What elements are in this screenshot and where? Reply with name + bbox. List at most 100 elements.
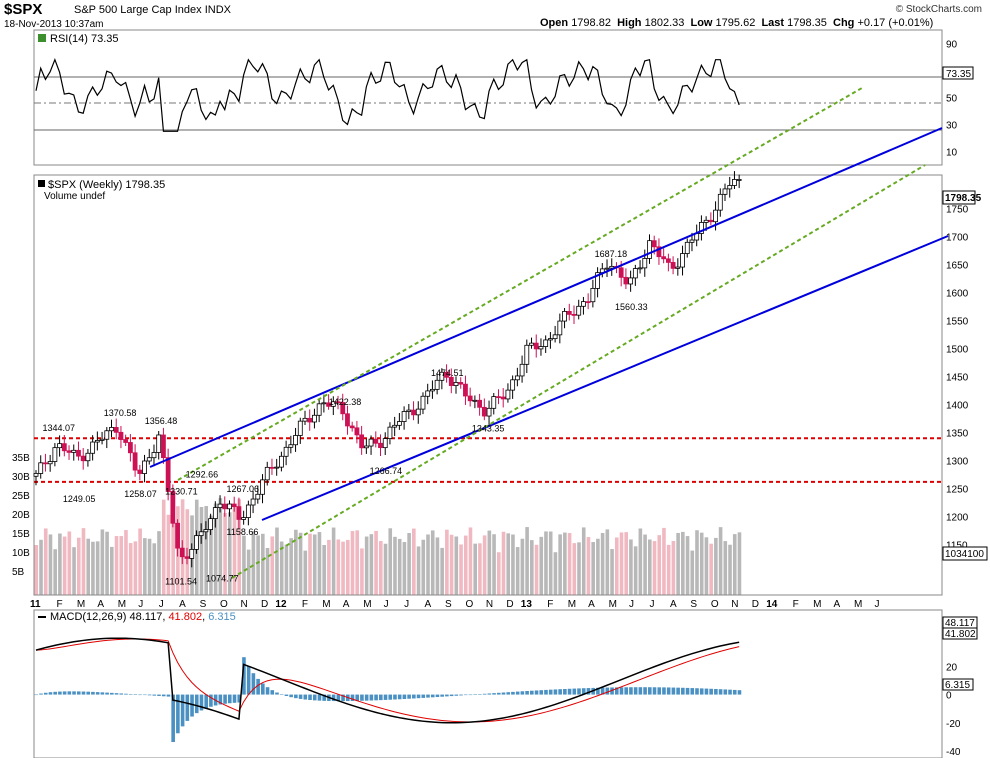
volume-bar [308,533,312,595]
macd-hist-bar [614,687,619,695]
candle [127,434,133,462]
price-tick-1400: 1400 [946,401,969,412]
macd-hist-bar [685,687,690,695]
macd-hist-bar [110,692,114,695]
x-tick-17: J [384,599,389,610]
price-annotation: 1356.48 [145,416,178,426]
volume-bar [704,537,709,595]
macd-hist-bar [563,688,567,695]
macd-hist-bar [227,694,232,704]
x-tick-27: A [588,599,595,610]
price-annotations: 1344.07 1249.05 1370.58 1258.07 1356.48 1101.… [42,249,647,587]
candle [392,416,398,437]
volume-bar [407,533,411,595]
macd-hist-bar [572,688,577,695]
macd-axis: 20 0 -20 -40 [946,662,961,758]
volume-bar [58,533,62,595]
high-label: High [617,17,642,29]
candle [552,325,558,343]
macd-hist-bar [143,694,147,696]
macd-hist-bar [374,694,378,701]
macd-hist-bar [105,692,109,695]
macd-hist-bar [308,694,312,701]
x-tick-4: M [118,599,126,610]
macd-hist-bar [454,694,459,696]
macd-hist-bar [539,690,544,695]
volume-bar [374,530,378,595]
channel-upper-line [149,127,943,468]
candle [647,234,652,264]
volume-bar [242,535,246,595]
macd-hist-bar [166,694,171,697]
macd-hist-bar [728,689,732,695]
volume-bar [81,528,86,595]
candle [732,171,737,190]
x-tick-39: A [834,599,841,610]
x-tick-2: M [77,599,85,610]
volume-bar [379,541,383,595]
rsi-line [35,58,740,132]
rsi-legend-swatch [38,34,46,42]
volume-bar [416,546,421,595]
price-annotation: 1474.51 [431,368,464,378]
volume-bar [204,506,208,595]
macd-hist-bar [459,694,463,696]
candle [708,212,714,226]
volume-bar [124,530,128,595]
x-tick-20: S [445,599,452,610]
volume-bar [95,541,100,595]
volume-bar [629,539,633,595]
candle [241,510,247,525]
macd-hist-bar [171,694,175,742]
price-panel: 1344.07 1249.05 1370.58 1258.07 1356.48 1101.… [12,87,988,596]
macd-hist-bar [364,694,369,701]
candle [33,470,39,486]
macd-hist-bar [714,688,718,695]
price-current-box [942,190,976,205]
candle [434,373,440,395]
hist-value: 6.315 [208,611,236,623]
macd-hist-bar [534,690,539,695]
candle [609,258,615,276]
volume-bar [430,530,435,595]
volume-bar [662,527,666,595]
high-value: 1802.33 [644,17,685,29]
candle [670,256,676,275]
volume-bar [619,532,624,595]
volume-bar [714,537,718,595]
macd-hist-bar [48,692,53,695]
macd-tick-0: 0 [946,691,952,702]
macd-hist-bar [718,689,723,695]
candle [533,334,539,358]
x-tick-29: J [629,599,634,610]
volume-bar [393,536,397,595]
rsi-panel: RSI(14) 73.35 90 50 30 10 73.35 [33,29,974,166]
volume-bar [218,498,223,595]
macd-hist-bar [440,694,444,697]
x-tick-25: F [547,599,553,610]
macd-hist-bar [600,687,605,695]
volume-bar [298,532,303,595]
macd-hist-bar [312,694,317,701]
x-tick-13: F [302,599,308,610]
low-label: Low [690,17,713,29]
candle [448,368,454,394]
macd-hist-bar [350,694,355,701]
macd-hist-bar [91,691,95,695]
x-tick-8: S [200,599,207,610]
volume-bar [544,531,548,595]
volume-bar [459,544,463,595]
candle [340,393,346,421]
volume-bar [364,536,369,595]
volume-bar [435,537,440,595]
volume-bar [369,534,374,595]
candle [165,448,171,501]
macd-hist-bar [544,689,548,695]
candle [109,419,114,438]
macd-hist-bar [553,689,558,695]
macd-hist-bar [39,693,43,695]
candle [406,403,412,420]
volume-bar [685,536,690,595]
macd-hist-bar [506,692,511,695]
macd-hist-bar [699,688,704,695]
